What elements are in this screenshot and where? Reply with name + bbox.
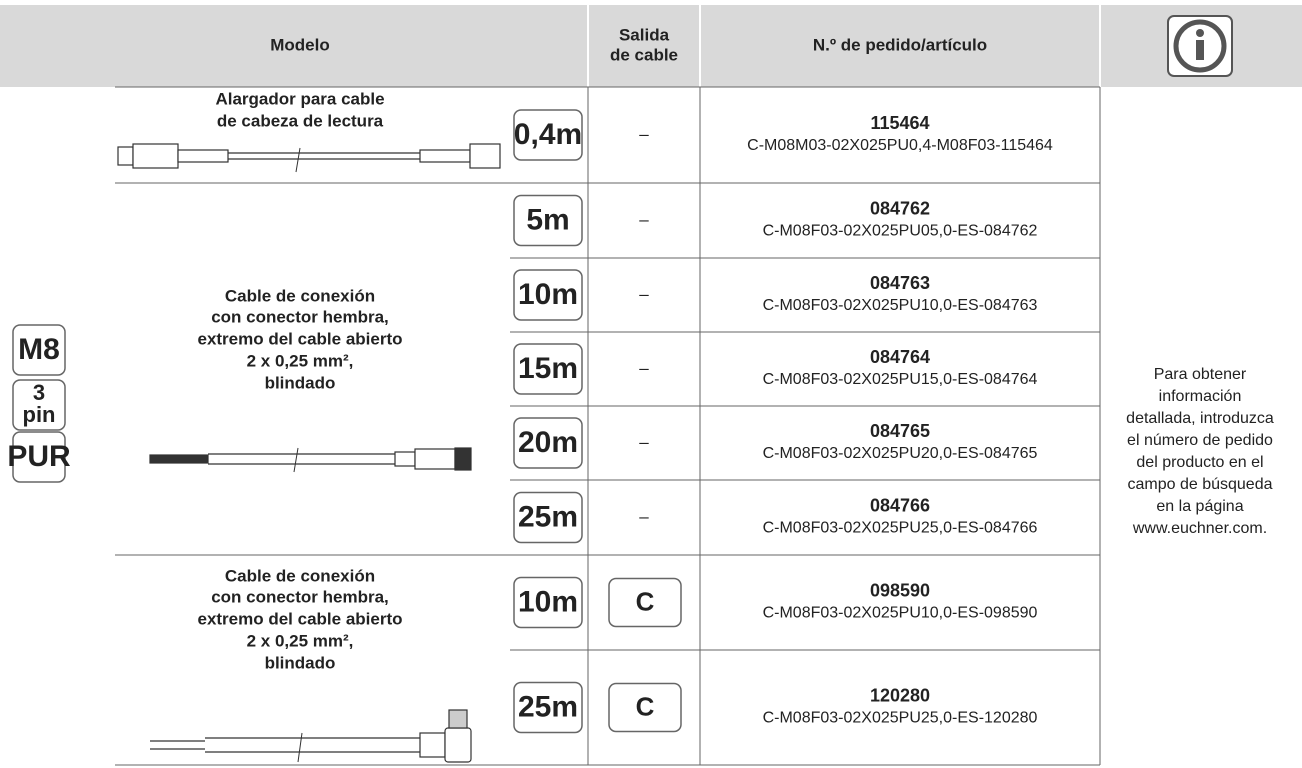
- info-icon: [1167, 15, 1233, 77]
- header-separators: [587, 5, 1101, 87]
- length-badge: [513, 194, 583, 247]
- badge-text: M8: [18, 333, 60, 366]
- type-code: C-M08F03-02X025PU25,0-ES-084766: [763, 520, 1038, 537]
- info-text: detallada, introduzca: [1126, 410, 1274, 427]
- info-text: Para obtener: [1154, 366, 1247, 383]
- length-label: 20m: [518, 426, 578, 459]
- length-badge: [513, 269, 583, 321]
- info-text: el número de pedido: [1127, 432, 1273, 449]
- outlet-badge: [608, 682, 682, 733]
- model-description: extremo del cable abierto: [197, 329, 402, 348]
- model-description: con conector hembra,: [211, 587, 389, 606]
- cable-outlet: –: [639, 432, 649, 451]
- length-label: 25m: [518, 500, 578, 533]
- info-text: campo de búsqueda: [1128, 476, 1273, 493]
- length-label: 0,4m: [514, 118, 582, 151]
- outlet-badge: [608, 577, 682, 628]
- badge: [12, 324, 66, 376]
- model-description: blindado: [265, 373, 336, 392]
- badge-text: PUR: [7, 440, 71, 473]
- cable-outlet: C: [636, 691, 655, 721]
- order-number: 098590: [870, 580, 930, 600]
- badge: [12, 431, 66, 483]
- type-code: C-M08F03-02X025PU25,0-ES-120280: [763, 710, 1038, 727]
- header-label: Modelo: [270, 35, 330, 54]
- order-number: 084763: [870, 273, 930, 293]
- order-number: 115464: [870, 113, 929, 133]
- type-code: C-M08F03-02X025PU15,0-ES-084764: [763, 371, 1038, 388]
- order-number: 084765: [870, 421, 930, 441]
- order-number: 120280: [870, 685, 930, 705]
- cable-drawing: [117, 143, 501, 173]
- order-number: 084762: [870, 198, 930, 218]
- length-badge: [513, 491, 583, 544]
- info-text: en la página: [1156, 498, 1243, 515]
- header-label: Salida: [619, 25, 670, 44]
- type-code: C-M08F03-02X025PU05,0-ES-084762: [763, 223, 1038, 240]
- header-background: [0, 5, 1302, 87]
- model-description: Alargador para cable: [215, 89, 384, 108]
- cable-outlet: –: [639, 358, 649, 377]
- model-description: Cable de conexión: [225, 286, 375, 305]
- length-badge: [513, 417, 583, 469]
- model-description: Cable de conexión: [225, 566, 375, 585]
- model-description: blindado: [265, 653, 336, 672]
- cable-drawing: [149, 447, 472, 473]
- info-text: www.euchner.com.: [1132, 520, 1267, 537]
- length-badge: [513, 681, 583, 734]
- type-code: C-M08F03-02X025PU20,0-ES-084765: [763, 445, 1038, 462]
- model-description: extremo del cable abierto: [197, 609, 402, 628]
- info-text: del producto en el: [1136, 454, 1263, 471]
- badge-text: pin: [23, 402, 56, 427]
- cable-drawing: [150, 709, 472, 763]
- cable-outlet: –: [639, 507, 649, 526]
- order-number: 084764: [870, 347, 930, 367]
- length-badge: [513, 343, 583, 395]
- badge: [12, 379, 66, 431]
- model-description: con conector hembra,: [211, 307, 389, 326]
- model-description: 2 x 0,25 mm²,: [247, 631, 354, 650]
- type-code: C-M08F03-02X025PU10,0-ES-098590: [763, 605, 1038, 622]
- header-label: de cable: [610, 45, 678, 64]
- length-label: 15m: [518, 352, 578, 385]
- badge-text: 3: [33, 380, 45, 405]
- type-code: C-M08M03-02X025PU0,4-M08F03-115464: [747, 137, 1053, 154]
- model-description: de cabeza de lectura: [217, 111, 384, 130]
- cable-outlet: C: [636, 586, 655, 616]
- length-badge: [513, 576, 583, 629]
- cable-outlet: –: [639, 124, 649, 143]
- info-text: información: [1159, 388, 1242, 405]
- length-label: 25m: [518, 690, 578, 723]
- header-label: N.º de pedido/artículo: [813, 35, 987, 54]
- length-label: 5m: [526, 203, 569, 236]
- cable-outlet: –: [639, 210, 649, 229]
- order-number: 084766: [870, 495, 930, 515]
- length-badge: [513, 109, 583, 161]
- length-label: 10m: [518, 278, 578, 311]
- type-code: C-M08F03-02X025PU10,0-ES-084763: [763, 297, 1038, 314]
- length-label: 10m: [518, 585, 578, 618]
- model-description: 2 x 0,25 mm²,: [247, 351, 354, 370]
- cable-outlet: –: [639, 284, 649, 303]
